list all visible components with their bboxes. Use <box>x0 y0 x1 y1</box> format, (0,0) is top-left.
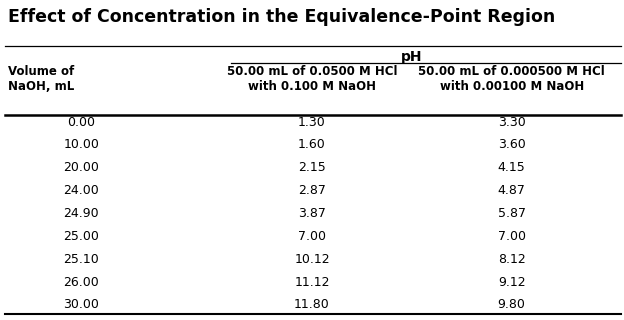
Text: 25.10: 25.10 <box>63 253 99 266</box>
Text: 7.00: 7.00 <box>498 230 525 243</box>
Text: 30.00: 30.00 <box>63 299 99 311</box>
Text: 0.00: 0.00 <box>67 116 95 129</box>
Text: 24.00: 24.00 <box>63 184 99 197</box>
Text: 11.80: 11.80 <box>294 299 330 311</box>
Text: 20.00: 20.00 <box>63 161 99 174</box>
Text: 10.12: 10.12 <box>294 253 330 266</box>
Text: 2.15: 2.15 <box>298 161 326 174</box>
Text: 10.00: 10.00 <box>63 138 99 151</box>
Text: 3.87: 3.87 <box>298 207 326 220</box>
Text: 5.87: 5.87 <box>498 207 525 220</box>
Text: 9.12: 9.12 <box>498 276 525 289</box>
Text: 3.60: 3.60 <box>498 138 525 151</box>
Text: 50.00 mL of 0.000500 M HCl
with 0.00100 M NaOH: 50.00 mL of 0.000500 M HCl with 0.00100 … <box>418 65 605 93</box>
Text: 2.87: 2.87 <box>298 184 326 197</box>
Text: 4.87: 4.87 <box>498 184 525 197</box>
Text: 9.80: 9.80 <box>498 299 525 311</box>
Text: 50.00 mL of 0.0500 M HCl
with 0.100 M NaOH: 50.00 mL of 0.0500 M HCl with 0.100 M Na… <box>227 65 397 93</box>
Text: 1.30: 1.30 <box>298 116 326 129</box>
Text: Volume of
NaOH, mL: Volume of NaOH, mL <box>8 65 74 93</box>
Text: 3.30: 3.30 <box>498 116 525 129</box>
Text: 7.00: 7.00 <box>298 230 326 243</box>
Text: 26.00: 26.00 <box>63 276 99 289</box>
Text: 1.60: 1.60 <box>298 138 326 151</box>
Text: pH: pH <box>401 50 422 64</box>
Text: 24.90: 24.90 <box>63 207 99 220</box>
Text: 11.12: 11.12 <box>295 276 329 289</box>
Text: Effect of Concentration in the Equivalence-Point Region: Effect of Concentration in the Equivalen… <box>8 8 555 26</box>
Text: 4.15: 4.15 <box>498 161 525 174</box>
Text: 8.12: 8.12 <box>498 253 525 266</box>
Text: 25.00: 25.00 <box>63 230 99 243</box>
